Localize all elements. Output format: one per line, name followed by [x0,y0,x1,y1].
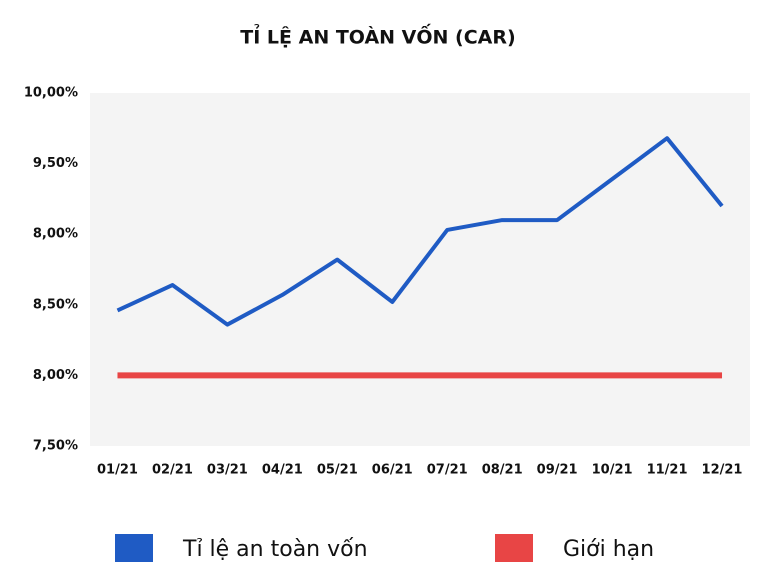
legend-label: Tỉ lệ an toàn vốn [182,537,368,562]
legend-swatch [495,534,533,562]
legend-swatch [115,534,153,562]
x-tick-label: 10/21 [592,463,633,478]
series-line [116,136,724,327]
y-tick-label: 7,50% [33,439,78,454]
x-tick-label: 03/21 [207,463,248,478]
x-tick-label: 12/21 [702,463,743,478]
y-tick-label: 8,00% [33,227,78,242]
y-tick-label: 8,00% [33,368,78,383]
x-tick-label: 11/21 [647,463,688,478]
plot-area [90,93,750,446]
legend-label: Giới hạn [563,537,654,562]
x-tick-label: 08/21 [482,463,523,478]
x-tick-label: 06/21 [372,463,413,478]
x-tick-label: 09/21 [537,463,578,478]
chart-title: TỈ LỆ AN TOÀN VỐN (CAR) [240,23,515,49]
x-tick-label: 04/21 [262,463,303,478]
y-tick-label: 8,50% [33,297,78,312]
x-tick-label: 02/21 [152,463,193,478]
x-tick-label: 07/21 [427,463,468,478]
y-tick-label: 10,00% [24,86,78,101]
y-tick-label: 9,50% [33,156,78,171]
x-tick-label: 05/21 [317,463,358,478]
x-tick-label: 01/21 [97,463,138,478]
